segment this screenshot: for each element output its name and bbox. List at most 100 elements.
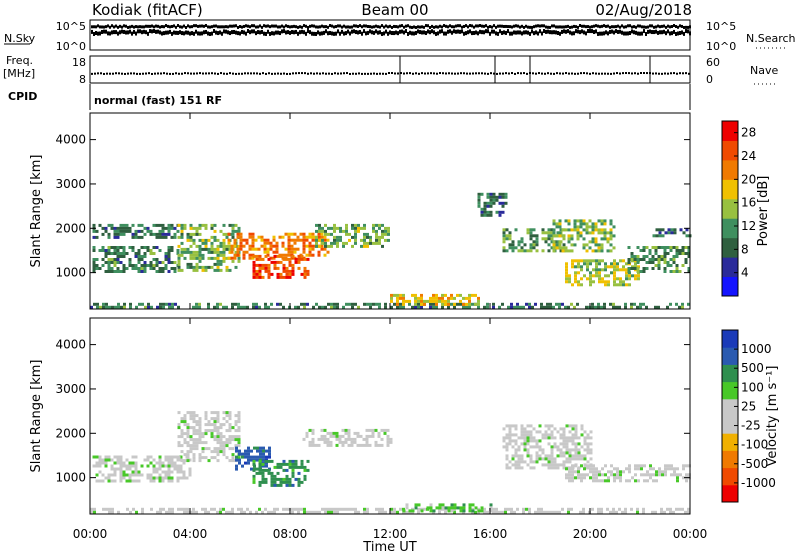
range-gate-cell	[173, 232, 177, 236]
range-gate-cell	[257, 247, 261, 251]
range-gate-cell	[399, 296, 402, 300]
nsky-sample	[145, 24, 147, 28]
range-gate-cell	[630, 258, 634, 261]
nsky-sample	[585, 25, 587, 29]
range-gate-cell	[505, 454, 509, 458]
nsky-sample	[331, 24, 333, 28]
freq-sample	[208, 72, 210, 75]
range-gate-cell	[654, 246, 658, 249]
range-gate-cell	[354, 223, 357, 227]
range-gate-cell	[381, 507, 384, 511]
range-gate-cell	[600, 246, 604, 250]
nsearch-sample	[299, 30, 301, 35]
velocity-colorbar-segment	[722, 416, 738, 434]
range-gate-cell	[177, 265, 181, 269]
freq-sample	[247, 72, 249, 75]
nsky-sample	[97, 24, 99, 28]
range-gate-cell	[237, 244, 241, 248]
nsky-sample	[647, 25, 649, 29]
range-gate-cell	[237, 438, 241, 442]
range-gate-cell	[510, 302, 513, 306]
range-gate-cell	[134, 267, 138, 270]
range-gate-cell	[119, 467, 123, 471]
nsearch-sample	[125, 30, 127, 35]
range-gate-cell	[216, 244, 220, 248]
range-gate-cell	[538, 445, 542, 449]
range-gate-cell	[255, 269, 259, 273]
range-gate-cell	[582, 507, 585, 511]
range-gate-cell	[276, 260, 280, 264]
range-gate-cell	[311, 247, 315, 251]
freq-sample	[439, 72, 441, 75]
range-gate-cell	[580, 433, 584, 437]
range-gate-cell	[231, 302, 234, 306]
freq-sample	[364, 72, 366, 75]
range-gate-cell	[324, 229, 327, 233]
freq-sample	[361, 72, 363, 75]
range-gate-cell	[339, 507, 342, 511]
range-gate-cell	[242, 256, 246, 260]
range-gate-cell	[104, 455, 108, 459]
range-gate-cell	[239, 238, 243, 242]
range-gate-cell	[640, 464, 643, 468]
range-gate-cell	[366, 232, 369, 236]
range-gate-cell	[411, 507, 414, 511]
range-gate-cell	[502, 436, 506, 440]
freq-sample	[190, 72, 192, 75]
nsky-sample	[617, 24, 619, 28]
range-gate-cell	[606, 249, 610, 253]
freq-sample	[121, 72, 123, 75]
range-gate-cell	[116, 258, 120, 261]
range-gate-cell	[236, 235, 240, 239]
freq-sample	[484, 72, 486, 75]
range-gate-cell	[505, 228, 509, 232]
range-gate-cell	[336, 244, 339, 248]
range-gate-cell	[582, 222, 586, 226]
range-gate-cell	[113, 249, 117, 252]
range-gate-cell	[360, 244, 363, 248]
nsearch-sample	[463, 31, 465, 36]
nsky-sample	[141, 25, 143, 29]
nsearch-sample	[117, 31, 119, 36]
y-tick-label: 4000	[55, 338, 86, 352]
range-gate-cell	[574, 451, 578, 455]
range-gate-cell	[627, 267, 631, 270]
range-gate-cell	[576, 234, 580, 238]
range-gate-cell	[188, 458, 192, 462]
range-gate-cell	[158, 476, 162, 480]
range-gate-cell	[251, 247, 255, 251]
freq-sample	[133, 72, 135, 75]
station-title: Kodiak (fitACF)	[92, 1, 203, 19]
range-gate-cell	[155, 461, 159, 465]
range-gate-cell	[444, 293, 447, 297]
range-gate-cell	[523, 249, 527, 253]
range-gate-cell	[306, 257, 310, 261]
velocity-colorbar-segment	[722, 433, 738, 451]
range-gate-cell	[149, 461, 153, 465]
range-gate-cell	[137, 252, 141, 255]
range-gate-cell	[607, 283, 610, 287]
nsearch-sample	[323, 30, 325, 35]
range-gate-cell	[180, 253, 184, 257]
range-gate-cell	[253, 455, 256, 459]
range-gate-cell	[517, 249, 521, 253]
nsearch-sample	[145, 30, 147, 35]
range-gate-cell	[646, 479, 649, 483]
range-gate-cell	[600, 231, 604, 235]
range-gate-cell	[189, 256, 193, 260]
range-gate-cell	[612, 510, 615, 514]
range-gate-cell	[330, 244, 333, 248]
range-gate-cell	[291, 465, 295, 469]
range-gate-cell	[603, 219, 607, 223]
nsky-sample	[599, 25, 601, 29]
range-gate-cell	[586, 259, 589, 263]
range-gate-cell	[568, 460, 572, 464]
range-gate-cell	[260, 235, 264, 239]
range-gate-cell	[489, 213, 493, 217]
nsky-sample	[243, 24, 245, 28]
nsearch-sample	[483, 30, 485, 35]
range-gate-cell	[177, 244, 181, 248]
range-gate-cell	[682, 467, 685, 471]
range-gate-cell	[315, 238, 318, 242]
range-gate-cell	[552, 222, 556, 226]
